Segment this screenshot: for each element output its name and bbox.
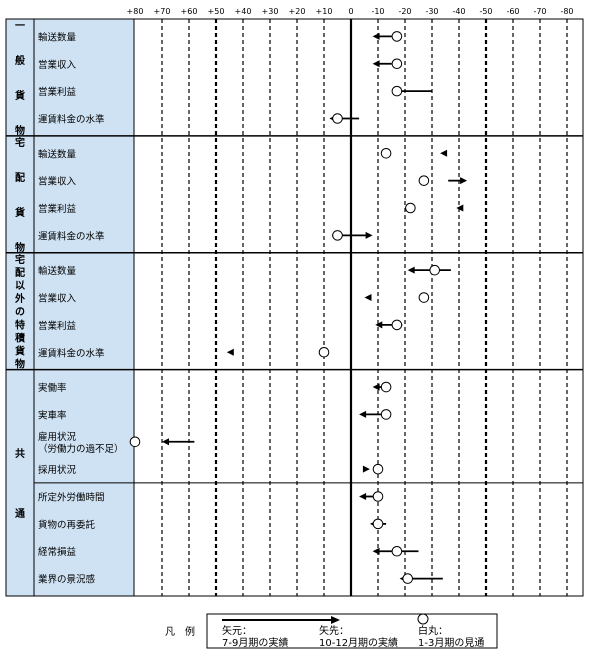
- arrow-head: [440, 149, 448, 157]
- arrow-head: [375, 321, 383, 329]
- x-tick-label: +40: [235, 7, 252, 16]
- row-label: 営業利益: [38, 86, 77, 98]
- label-panel-bg: [6, 19, 134, 596]
- label-panel: 一般貨物宅配貨物宅配以外の特積貨物共通輸送数量営業収入営業利益運賃料金の水準輸送…: [5, 18, 584, 597]
- arrow-head: [372, 60, 380, 68]
- row-label: 所定外労働時間: [38, 492, 105, 504]
- legend-circle-sub: 1-3月期の見通: [418, 637, 484, 649]
- legend-arrow-origin-label: 矢元：: [222, 624, 252, 637]
- arrow-head: [226, 348, 234, 356]
- x-tick-label: 0: [348, 7, 353, 16]
- legend-prefix: 凡 例: [165, 625, 195, 638]
- plot-area: [161, 19, 568, 596]
- arrow-head: [359, 410, 367, 418]
- row-label: 経常損益: [38, 546, 77, 558]
- row-label: 営業収入: [38, 176, 77, 188]
- row-label: 輸送数量: [38, 31, 77, 43]
- group-label: 共通: [15, 447, 25, 520]
- legend-arrow-origin-sub: 7-9月期の実績: [222, 636, 288, 649]
- row-label: 雇用状況（労働力の過不足）: [38, 431, 124, 455]
- arrow-head: [372, 383, 380, 391]
- arrow-head: [359, 493, 367, 501]
- x-tick-label: -50: [479, 7, 492, 16]
- row-label: 営業利益: [38, 203, 77, 215]
- forecast-circle: [402, 573, 414, 584]
- legend-arrow-head: [331, 616, 340, 624]
- forecast-circle: [391, 545, 403, 557]
- x-axis-labels: +80 +70 +60 +50 +40 +30 +20 +10 0 -10 -20 -30 -40 -50…: [127, 7, 574, 16]
- forecast-circle: [372, 463, 384, 475]
- forecast-circle: [418, 292, 430, 303]
- x-tick-label: -20: [398, 7, 411, 16]
- arrow-head: [372, 32, 380, 40]
- x-tick-label: -80: [560, 7, 573, 16]
- legend-arrow-tip-sub: 10-12月期の実績: [319, 636, 398, 649]
- x-tick-label: +50: [208, 7, 225, 16]
- chart-frame: [5, 18, 584, 597]
- row-label: 営業収入: [38, 293, 77, 305]
- forecast-circle: [372, 518, 384, 530]
- arrow-head: [364, 294, 372, 302]
- row-label: 実働率: [38, 382, 67, 394]
- row-label: 運賃料金の水準: [38, 230, 105, 242]
- x-tick-label: -10: [371, 7, 384, 16]
- row-label: 業界の景況感: [38, 574, 96, 586]
- row-label: 採用状況: [38, 464, 77, 476]
- forecast-circle: [418, 175, 430, 186]
- x-tick-label: +70: [154, 7, 171, 16]
- arrow-head: [407, 266, 415, 274]
- legend-box: [206, 613, 498, 649]
- row-label: 営業収入: [38, 59, 77, 71]
- arrow-head: [162, 438, 169, 446]
- forecast-circle: [391, 31, 403, 42]
- x-tick-label: -70: [533, 7, 546, 16]
- arrow-head: [460, 177, 468, 185]
- forecast-circle: [391, 85, 403, 97]
- forecast-circle: [380, 409, 392, 420]
- legend-circle-label: 白丸：: [418, 624, 448, 637]
- row-label: 運賃料金の水準: [38, 113, 105, 125]
- x-tick-label: +30: [262, 7, 279, 16]
- legend-arrow-tip-label: 矢先：: [319, 624, 349, 637]
- forecast-circle: [332, 113, 343, 124]
- row-label: 輸送数量: [38, 265, 77, 277]
- forecast-circle: [391, 319, 403, 331]
- legend-circle: [417, 613, 429, 625]
- forecast-circle: [318, 346, 330, 358]
- arrow-head: [456, 204, 464, 212]
- x-tick-label: +80: [127, 7, 144, 16]
- x-tick-label: -30: [425, 7, 438, 16]
- forecast-circle: [372, 491, 384, 502]
- arrow-head: [365, 231, 373, 239]
- forecast-circle: [332, 230, 343, 241]
- x-tick-label: -60: [506, 7, 519, 16]
- data-marks: [129, 31, 468, 584]
- row-label: 貨物の再委託: [38, 519, 96, 531]
- x-tick-label: +60: [181, 7, 198, 16]
- group-label: 宅配以外の特積貨物: [14, 253, 26, 371]
- arrow-head: [372, 547, 380, 555]
- row-label: 運賃料金の水準: [38, 347, 105, 359]
- group-label: 宅配貨物: [15, 136, 25, 254]
- forecast-circle: [129, 436, 141, 448]
- forecast-circle: [429, 264, 441, 276]
- arrow-head: [362, 465, 370, 473]
- x-tick-label: +20: [289, 7, 306, 16]
- forecast-circle: [391, 58, 403, 70]
- forecast-circle: [380, 381, 392, 393]
- forecast-circle: [405, 202, 416, 214]
- forecast-circle: [380, 147, 392, 159]
- legend: 凡 例 矢元： 7-9月期の実績 矢先： 10-12月期の実績 白丸： 1-3月…: [165, 613, 498, 649]
- x-tick-label: +10: [316, 7, 333, 16]
- row-label: 輸送数量: [38, 148, 77, 160]
- group-label: 一般貨物: [15, 21, 25, 137]
- x-tick-label: -40: [452, 7, 465, 16]
- row-label: 実車率: [38, 409, 67, 421]
- row-label: 営業利益: [38, 320, 77, 332]
